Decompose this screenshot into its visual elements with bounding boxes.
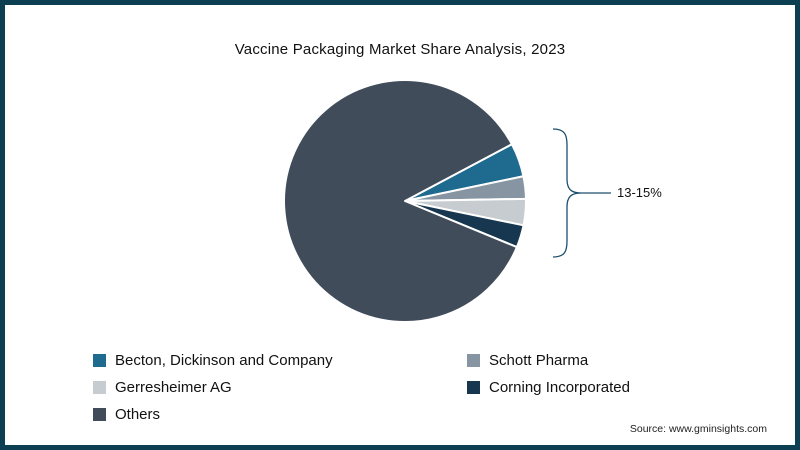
legend-label-corning: Corning Incorporated xyxy=(489,379,630,396)
chart-title: Vaccine Packaging Market Share Analysis,… xyxy=(234,41,566,58)
legend-label-schott: Schott Pharma xyxy=(489,352,589,369)
legend-item-gerresheimer: Gerresheimer AG xyxy=(93,378,467,397)
legend-label-becton: Becton, Dickinson and Company xyxy=(115,352,333,369)
pie-slice-4 xyxy=(283,79,518,323)
pie-chart: 13-15% xyxy=(283,79,662,323)
legend-label-gerresheimer: Gerresheimer AG xyxy=(115,379,232,396)
legend-item-schott: Schott Pharma xyxy=(467,351,630,370)
legend-swatch-gerresheimer-icon xyxy=(93,381,106,394)
pie-slices xyxy=(283,79,527,323)
legend-swatch-corning-icon xyxy=(467,381,480,394)
annotation-label: 13-15% xyxy=(617,185,662,200)
legend-item-others: Others xyxy=(93,405,467,424)
source-attribution: Source: www.gminsights.com xyxy=(629,423,767,435)
legend-swatch-others-icon xyxy=(93,408,106,421)
legend-item-becton: Becton, Dickinson and Company xyxy=(93,351,467,370)
legend-item-corning: Corning Incorporated xyxy=(467,378,630,397)
legend: Becton, Dickinson and Company Schott Pha… xyxy=(93,351,630,424)
brace-annotation-icon xyxy=(552,128,582,258)
legend-swatch-becton-icon xyxy=(93,354,106,367)
legend-swatch-schott-icon xyxy=(467,354,480,367)
legend-label-others: Others xyxy=(115,406,161,423)
